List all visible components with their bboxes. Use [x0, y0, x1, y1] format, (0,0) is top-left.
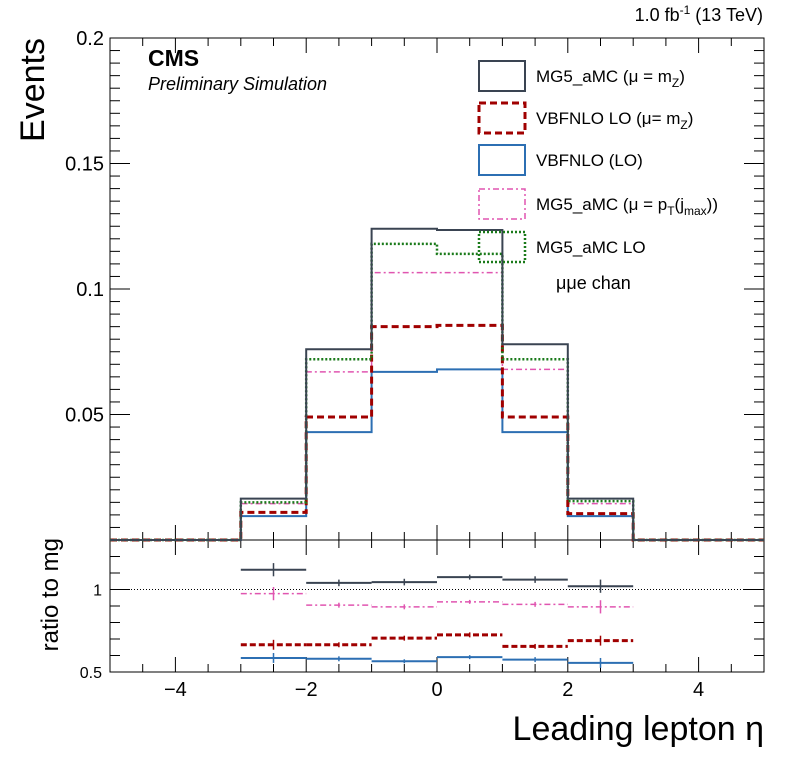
legend-label-1: VBFNLO LO (μ= mZ)	[536, 109, 693, 132]
x-axis-title: Leading lepton η	[513, 710, 764, 748]
ratio-panel-ticks: −4 −2 0 2 4 0.5 1	[80, 540, 765, 701]
y-tick-label: 0.15	[65, 154, 104, 176]
experiment-label: CMS	[148, 45, 199, 71]
ratio-y-tick-label: 1	[93, 583, 102, 600]
x-tick-label: −4	[164, 679, 187, 701]
subtitle-label: Preliminary Simulation	[148, 74, 327, 94]
legend-swatch-4	[477, 230, 527, 264]
legend-swatch-2	[478, 144, 526, 176]
histogram-series-0	[110, 227, 764, 541]
x-tick-label: −2	[295, 679, 318, 701]
legend: MG5_aMC (μ = mZ) VBFNLO LO (μ= mZ) VBFNLO …	[477, 60, 718, 264]
y-axis-title-ratio: ratio to mg	[37, 538, 64, 651]
y-tick-label: 0.1	[76, 279, 104, 301]
y-axis-title-events: Events	[14, 38, 52, 142]
top-panel-series	[110, 227, 764, 542]
legend-swatch-3	[478, 188, 526, 220]
legend-swatch-0	[478, 60, 526, 92]
histogram-series-4	[110, 242, 764, 542]
x-tick-label: 4	[693, 679, 704, 701]
legend-label-2: VBFNLO (LO)	[536, 151, 643, 170]
x-tick-label: 0	[431, 679, 442, 701]
histogram-series-3	[110, 271, 764, 541]
legend-swatch-1	[477, 101, 527, 135]
channel-label: μμe chan	[556, 273, 631, 293]
histogram-series-2	[110, 368, 764, 541]
ratio-panel-series	[240, 563, 634, 668]
y-tick-label: 0.2	[76, 28, 104, 50]
legend-label-4: MG5_aMC LO	[536, 238, 646, 257]
y-tick-label: 0.05	[65, 405, 104, 427]
luminosity-label: 1.0 fb-1 (13 TeV)	[635, 3, 763, 25]
ratio-y-tick-label: 0.5	[80, 665, 102, 682]
ratio-panel-frame	[109, 539, 765, 673]
legend-label-0: MG5_aMC (μ = mZ)	[536, 67, 685, 90]
histogram-series-1	[110, 323, 764, 542]
x-tick-label: 2	[562, 679, 573, 701]
legend-label-3: MG5_aMC (μ = pT(jmax))	[536, 195, 718, 218]
top-panel-ticks: 0.05 0.1 0.15 0.2	[65, 28, 765, 540]
